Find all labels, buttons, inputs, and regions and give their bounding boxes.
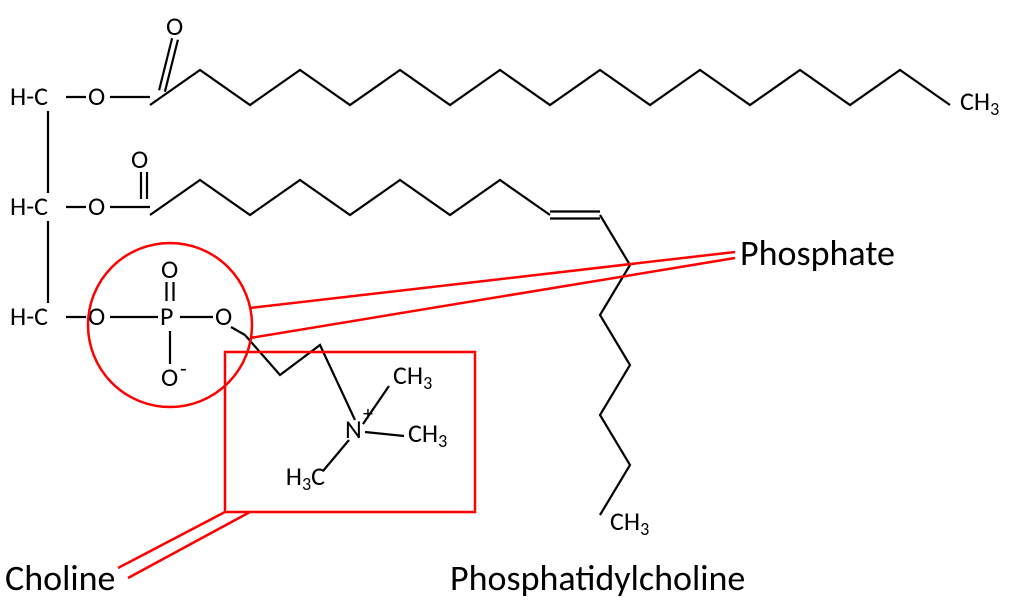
mid-chain-ch3: CH3 bbox=[610, 505, 649, 540]
glycerol-hc1: H-C bbox=[10, 80, 48, 112]
phosphate-leader-a bbox=[250, 252, 735, 308]
top-chain-ch3: CH3 bbox=[960, 85, 999, 120]
phosphate-O-minus: O bbox=[161, 361, 178, 393]
mid-chain-zigzag-top bbox=[150, 180, 550, 215]
ester-o2-O: O bbox=[88, 190, 105, 222]
top-chain-zigzag bbox=[150, 70, 950, 105]
o-choline-bond bbox=[231, 327, 245, 335]
phosphate-O-right: O bbox=[215, 300, 232, 332]
choline-label: Choline bbox=[5, 556, 115, 600]
phosphate-O-double: O bbox=[161, 253, 178, 285]
choline-leader-b bbox=[128, 512, 250, 578]
n-h3c-bond bbox=[323, 440, 349, 471]
ester-o1-O: O bbox=[88, 80, 105, 112]
phosphate-leader-b bbox=[250, 258, 735, 338]
choline-leader-a bbox=[118, 512, 225, 568]
choline-h3c: H3C bbox=[286, 460, 325, 495]
mid-chain-zigzag-down bbox=[600, 215, 630, 515]
glycerol-hc3: H-C bbox=[10, 300, 48, 332]
glycerol-hc2: H-C bbox=[10, 190, 48, 222]
phosphate-label: Phosphate bbox=[740, 231, 895, 275]
choline-chain bbox=[245, 335, 355, 420]
top-carbonyl-O: O bbox=[166, 10, 183, 42]
choline-ch3-b: CH3 bbox=[408, 417, 447, 452]
phosphate-minus-charge: - bbox=[180, 355, 187, 382]
choline-ch3-a: CH3 bbox=[393, 359, 432, 394]
phosphorus: P bbox=[160, 300, 173, 332]
mid-carbonyl-O: O bbox=[131, 143, 148, 175]
molecule-title: Phosphatidylcholine bbox=[450, 556, 745, 600]
n-ch3b-bond bbox=[365, 432, 404, 436]
